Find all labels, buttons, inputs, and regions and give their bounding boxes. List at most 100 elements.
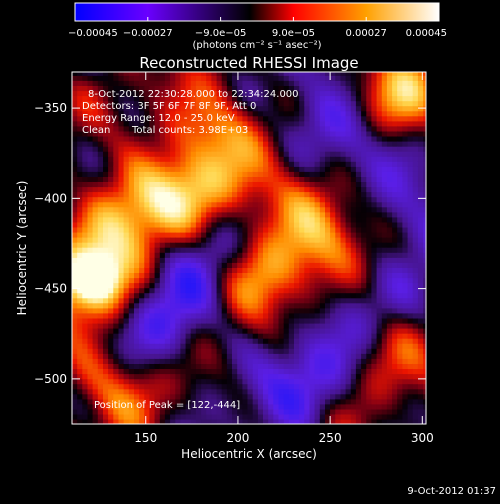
- heatmap-cell: [180, 328, 187, 334]
- heatmap-cell: [392, 146, 398, 152]
- heatmap-cell: [108, 282, 114, 289]
- heatmap-cell: [72, 196, 78, 203]
- heatmap-cell: [371, 383, 378, 390]
- heatmap-cell: [288, 237, 295, 243]
- heatmap-cell: [366, 368, 373, 375]
- heatmap-cell: [288, 338, 295, 344]
- heatmap-cell: [237, 206, 243, 213]
- heatmap-cell: [226, 100, 233, 107]
- heatmap-cell: [154, 237, 161, 243]
- heatmap-cell: [294, 226, 300, 233]
- heatmap-cell: [134, 110, 140, 117]
- heatmap-cell: [144, 221, 151, 228]
- heatmap-cell: [263, 282, 269, 289]
- heatmap-cell: [412, 110, 419, 117]
- heatmap-cell: [335, 333, 342, 339]
- heatmap-cell: [159, 373, 166, 380]
- heatmap-cell: [278, 120, 285, 127]
- heatmap-cell: [392, 125, 398, 132]
- heatmap-cell: [288, 257, 295, 263]
- heatmap-cell: [108, 267, 114, 273]
- heatmap-cell: [407, 413, 414, 420]
- heatmap-cell: [263, 166, 269, 172]
- heatmap-cell: [185, 393, 192, 400]
- heatmap-cell: [77, 226, 83, 233]
- heatmap-cell: [299, 262, 305, 268]
- heatmap-cell: [402, 237, 409, 243]
- heatmap-cell: [134, 75, 140, 81]
- heatmap-cell: [247, 262, 254, 268]
- heatmap-cell: [278, 302, 285, 309]
- heatmap-cell: [423, 307, 426, 314]
- heatmap-cell: [268, 292, 274, 299]
- heatmap-cell: [216, 348, 223, 354]
- heatmap-cell: [417, 418, 424, 424]
- heatmap-cell: [314, 75, 321, 81]
- heatmap-cell: [381, 403, 388, 410]
- heatmap-cell: [397, 221, 403, 228]
- heatmap-cell: [97, 312, 104, 319]
- heatmap-cell: [252, 141, 259, 147]
- heatmap-cell: [87, 130, 94, 137]
- heatmap-cell: [82, 393, 89, 400]
- heatmap-cell: [149, 130, 156, 137]
- heatmap-cell: [371, 201, 378, 208]
- heatmap-cell: [113, 262, 120, 268]
- heatmap-cell: [123, 80, 130, 86]
- heatmap-cell: [392, 252, 398, 258]
- heatmap-cell: [144, 237, 151, 243]
- heatmap-cell: [273, 95, 280, 102]
- heatmap-cell: [128, 247, 135, 253]
- heatmap-cell: [237, 393, 243, 400]
- heatmap-cell: [273, 398, 280, 405]
- heatmap-cell: [82, 211, 89, 218]
- heatmap-cell: [72, 353, 78, 359]
- heatmap-cell: [386, 418, 393, 424]
- heatmap-cell: [386, 206, 393, 213]
- heatmap-cell: [350, 302, 357, 309]
- heatmap-cell: [237, 125, 243, 132]
- heatmap-cell: [216, 191, 223, 198]
- heatmap-cell: [226, 135, 233, 142]
- heatmap-cell: [263, 176, 269, 182]
- heatmap-cell: [232, 211, 238, 218]
- heatmap-cell: [216, 413, 223, 420]
- heatmap-cell: [72, 216, 78, 223]
- heatmap-cell: [376, 181, 383, 188]
- heatmap-cell: [304, 247, 311, 253]
- heatmap-cell: [216, 257, 223, 263]
- heatmap-cell: [82, 368, 89, 375]
- heatmap-cell: [407, 287, 414, 294]
- heatmap-cell: [232, 231, 238, 238]
- heatmap-cell: [371, 333, 378, 339]
- heatmap-cell: [325, 72, 331, 76]
- heatmap-cell: [206, 403, 212, 410]
- heatmap-cell: [361, 242, 367, 248]
- heatmap-cell: [423, 383, 426, 390]
- heatmap-cell: [139, 363, 145, 369]
- heatmap-cell: [371, 85, 378, 92]
- heatmap-cell: [294, 247, 300, 253]
- heatmap-cell: [294, 237, 300, 243]
- heatmap-cell: [330, 211, 336, 218]
- heatmap-cell: [361, 413, 367, 420]
- heatmap-cell: [335, 237, 342, 243]
- heatmap-cell: [299, 282, 305, 289]
- heatmap-cell: [211, 211, 218, 218]
- heatmap-cell: [402, 393, 409, 400]
- heatmap-cell: [242, 307, 249, 314]
- heatmap-cell: [366, 307, 373, 314]
- heatmap-cell: [175, 398, 182, 405]
- heatmap-cell: [82, 186, 89, 193]
- heatmap-cell: [283, 343, 290, 349]
- heatmap-cell: [190, 343, 197, 349]
- heatmap-cell: [335, 85, 342, 92]
- heatmap-cell: [226, 156, 233, 162]
- heatmap-cell: [283, 110, 290, 117]
- heatmap-cell: [294, 378, 300, 385]
- heatmap-cell: [299, 307, 305, 314]
- heatmap-cell: [288, 363, 295, 369]
- heatmap-cell: [175, 201, 182, 208]
- heatmap-cell: [242, 322, 249, 329]
- heatmap-cell: [201, 262, 207, 268]
